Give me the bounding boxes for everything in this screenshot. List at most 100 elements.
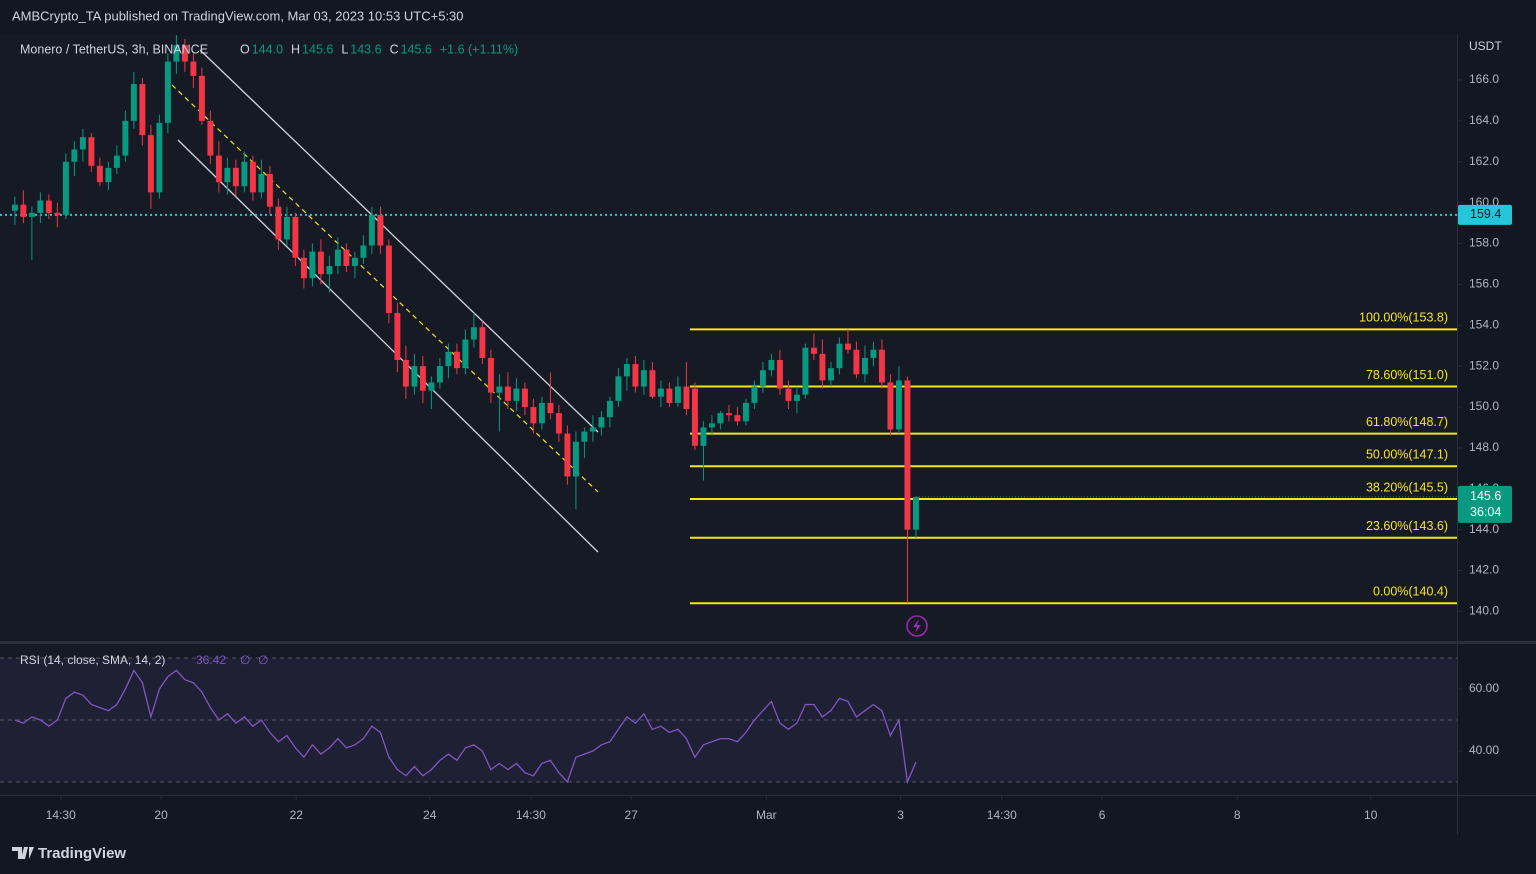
candle-body — [581, 431, 588, 442]
candle-body — [88, 137, 95, 166]
countdown: 36:04 — [1470, 505, 1501, 519]
candle-body — [351, 257, 358, 266]
legend-value: 144.0 — [252, 42, 283, 56]
candle-body — [887, 382, 894, 430]
candle-body — [912, 496, 919, 530]
x-tick-label: 14:30 — [987, 808, 1017, 822]
candle-body — [793, 394, 800, 401]
legend-key: L — [341, 42, 348, 56]
y-tick-label: 154.0 — [1469, 317, 1499, 331]
last-price-label: 145.6 — [1470, 489, 1501, 503]
candle-body — [819, 353, 826, 381]
candle-body — [334, 249, 341, 266]
rsi-title: RSI (14, close, SMA, 14, 2) — [20, 653, 165, 667]
candle-body — [606, 400, 613, 418]
candle-body — [598, 417, 605, 428]
candle-body — [861, 357, 868, 375]
candle-body — [224, 167, 231, 183]
candle-body — [385, 245, 392, 313]
candle-body — [674, 386, 681, 403]
candle-body — [37, 200, 44, 213]
x-tick-label: Mar — [756, 808, 777, 822]
candle-body — [640, 370, 647, 387]
candle-body — [368, 214, 375, 246]
brand-logo[interactable]: TradingView — [12, 845, 126, 862]
candle-body — [547, 402, 554, 414]
legend-key: O — [240, 42, 250, 56]
x-tick-label: 14:30 — [46, 808, 76, 822]
rsi-layer — [0, 657, 1457, 785]
candle-body — [487, 357, 494, 393]
event-bolt — [913, 619, 921, 633]
candle-body — [300, 257, 307, 279]
fib-label: 50.00%(147.1) — [1366, 448, 1448, 462]
candle-body — [20, 204, 27, 217]
candle-body — [275, 206, 282, 240]
candle-body — [28, 212, 35, 217]
candle-body — [810, 347, 817, 354]
candle-body — [11, 204, 18, 211]
candle-body — [258, 173, 265, 193]
fib-label: 38.20%(145.5) — [1366, 480, 1448, 494]
legend-value: 143.6 — [350, 42, 381, 56]
price-layer: 100.00%(153.8) 78.60%(151.0) 61.80%(148.7)… — [0, 35, 1457, 605]
candle-body — [241, 161, 248, 187]
candle-body — [632, 364, 639, 387]
legend-value: 145.6 — [302, 42, 333, 56]
candle-body — [445, 351, 452, 367]
candle-body — [190, 61, 197, 76]
candle-body — [751, 386, 758, 403]
candle-body — [436, 366, 443, 383]
legend-value: 145.6 — [401, 42, 432, 56]
candle-body — [623, 364, 630, 377]
x-tick-label: 22 — [290, 808, 304, 822]
event-icon[interactable] — [906, 615, 928, 637]
x-tick-label: 6 — [1099, 808, 1106, 822]
candle-body — [326, 265, 333, 275]
candle-body — [96, 165, 103, 183]
y-tick-label: 156.0 — [1469, 277, 1499, 291]
candle-body — [462, 339, 469, 369]
fib-label: 23.60%(143.6) — [1366, 519, 1448, 533]
rsi-value: 36.42 — [196, 653, 226, 667]
candle-body — [844, 343, 851, 350]
candle-body — [649, 370, 656, 397]
candle-body — [139, 84, 146, 136]
marker-tag — [1458, 204, 1512, 225]
candle-body — [538, 402, 545, 424]
y-tick-label: 166.0 — [1469, 72, 1499, 86]
candle-body — [683, 386, 690, 410]
candle-body — [317, 251, 324, 275]
candle-body — [147, 135, 154, 193]
candle-body — [283, 216, 290, 240]
candle-body — [853, 349, 860, 375]
candle-body — [419, 366, 426, 391]
rsi-y-tick-label: 40.00 — [1469, 743, 1499, 757]
channel-lower — [177, 139, 599, 553]
candle-body — [470, 327, 477, 340]
y-tick-label: 144.0 — [1469, 522, 1499, 536]
x-tick-label: 24 — [423, 808, 437, 822]
y-tick-label: 164.0 — [1469, 113, 1499, 127]
channel-middle — [171, 84, 599, 493]
candle-body — [54, 212, 61, 215]
candle-body — [453, 351, 460, 369]
candle-body — [708, 423, 715, 428]
marker-tag-label: 159.4 — [1470, 207, 1501, 221]
candle-body — [904, 380, 911, 530]
candle-body — [198, 75, 205, 121]
candle-body — [564, 433, 571, 477]
fib-label: 61.80%(148.7) — [1366, 415, 1448, 429]
candle-body — [402, 359, 409, 387]
candle-body — [657, 388, 664, 397]
candle-body — [156, 122, 163, 193]
rsi-extra: ∅ — [258, 653, 268, 667]
candle-body — [343, 249, 350, 266]
candle-body — [479, 327, 486, 358]
candle-body — [215, 155, 222, 183]
legend-change: +1.6 (+1.11%) — [440, 42, 518, 56]
event-circle[interactable] — [906, 615, 928, 637]
candle-body — [292, 216, 299, 258]
candle-body — [725, 413, 732, 416]
rsi-line — [14, 669, 917, 785]
